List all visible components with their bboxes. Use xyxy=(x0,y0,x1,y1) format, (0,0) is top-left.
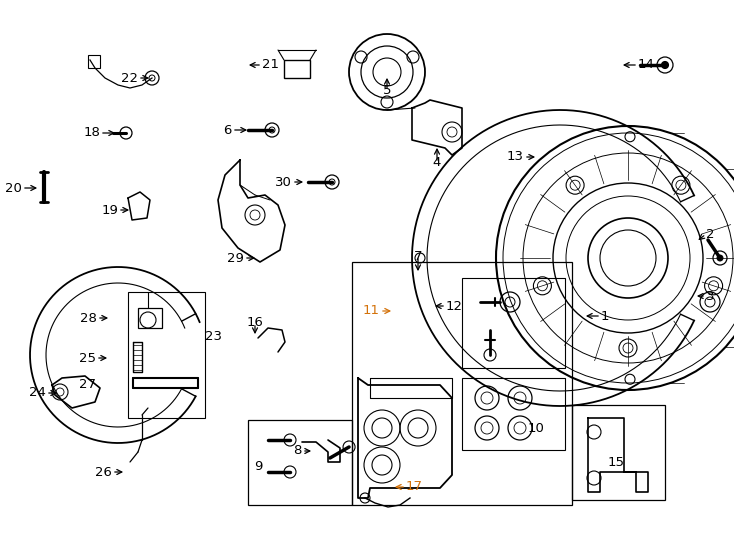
Bar xyxy=(462,378,565,450)
Text: 9: 9 xyxy=(254,460,262,472)
Bar xyxy=(284,60,310,78)
Text: 29: 29 xyxy=(227,252,244,265)
Text: 17: 17 xyxy=(406,481,423,494)
Bar xyxy=(462,278,565,368)
Text: 27: 27 xyxy=(79,379,96,392)
Text: 24: 24 xyxy=(29,387,46,400)
Text: 23: 23 xyxy=(205,329,222,342)
Bar xyxy=(352,262,572,505)
Text: 8: 8 xyxy=(294,444,302,457)
Text: 11: 11 xyxy=(363,305,380,318)
Text: 3: 3 xyxy=(706,289,714,302)
Bar xyxy=(128,292,205,418)
Circle shape xyxy=(717,255,723,261)
Circle shape xyxy=(661,62,669,69)
Text: 1: 1 xyxy=(601,309,609,322)
Text: 19: 19 xyxy=(101,204,118,217)
Text: 30: 30 xyxy=(275,176,292,188)
Text: 6: 6 xyxy=(224,124,232,137)
Bar xyxy=(138,308,162,328)
Text: 22: 22 xyxy=(121,71,138,84)
Text: 28: 28 xyxy=(80,312,97,325)
Bar xyxy=(88,55,100,68)
Text: 13: 13 xyxy=(507,151,524,164)
Text: 26: 26 xyxy=(95,465,112,478)
Text: 4: 4 xyxy=(433,157,441,170)
Text: 14: 14 xyxy=(638,58,655,71)
Text: 15: 15 xyxy=(608,456,625,469)
Text: 25: 25 xyxy=(79,352,96,365)
Text: 12: 12 xyxy=(446,300,463,313)
Bar xyxy=(572,405,665,500)
Text: 2: 2 xyxy=(706,227,714,240)
Text: 16: 16 xyxy=(247,316,264,329)
Text: 18: 18 xyxy=(83,126,100,139)
Text: 10: 10 xyxy=(528,422,545,435)
Text: 20: 20 xyxy=(5,181,22,194)
Bar xyxy=(248,420,352,505)
Text: 7: 7 xyxy=(414,249,422,262)
Text: 5: 5 xyxy=(382,84,391,98)
Text: 21: 21 xyxy=(262,58,279,71)
